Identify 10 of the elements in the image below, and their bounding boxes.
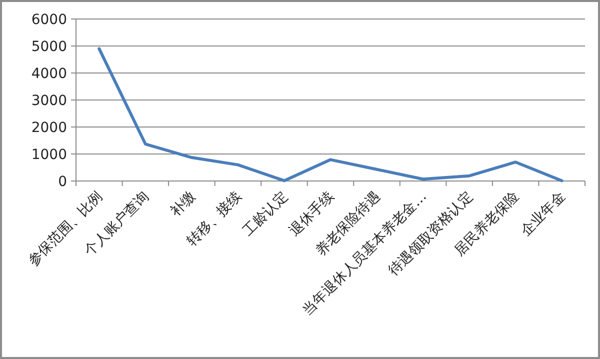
y-tick-label: 2000 xyxy=(31,120,67,136)
line-series xyxy=(98,47,564,182)
y-tick-label: 1000 xyxy=(31,147,67,163)
y-tick-label: 3000 xyxy=(31,93,67,109)
x-tick-label: 企业年金 xyxy=(518,188,569,240)
y-tick-label: 5000 xyxy=(31,39,67,55)
x-tick-label: 补缴 xyxy=(167,188,199,220)
y-tick-label: 4000 xyxy=(31,66,67,82)
y-tick-label: 6000 xyxy=(31,12,67,28)
y-tick-label: 0 xyxy=(58,174,67,190)
